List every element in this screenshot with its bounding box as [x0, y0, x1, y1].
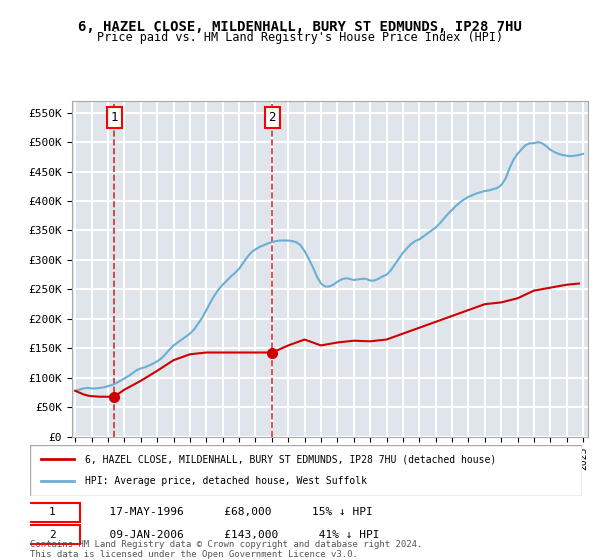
Text: 1: 1 [110, 111, 118, 124]
FancyBboxPatch shape [25, 525, 80, 544]
FancyBboxPatch shape [30, 445, 582, 496]
Text: 1: 1 [49, 507, 55, 517]
Text: 6, HAZEL CLOSE, MILDENHALL, BURY ST EDMUNDS, IP28 7HU (detached house): 6, HAZEL CLOSE, MILDENHALL, BURY ST EDMU… [85, 454, 496, 464]
Text: Contains HM Land Registry data © Crown copyright and database right 2024.
This d: Contains HM Land Registry data © Crown c… [30, 540, 422, 559]
Text: HPI: Average price, detached house, West Suffolk: HPI: Average price, detached house, West… [85, 477, 367, 487]
Text: 2: 2 [269, 111, 276, 124]
Text: Price paid vs. HM Land Registry's House Price Index (HPI): Price paid vs. HM Land Registry's House … [97, 31, 503, 44]
Text: 6, HAZEL CLOSE, MILDENHALL, BURY ST EDMUNDS, IP28 7HU: 6, HAZEL CLOSE, MILDENHALL, BURY ST EDMU… [78, 20, 522, 34]
FancyBboxPatch shape [25, 503, 80, 522]
Text: 09-JAN-2006      £143,000      41% ↓ HPI: 09-JAN-2006 £143,000 41% ↓ HPI [96, 530, 380, 540]
Text: 2: 2 [49, 530, 55, 540]
Text: 17-MAY-1996      £68,000      15% ↓ HPI: 17-MAY-1996 £68,000 15% ↓ HPI [96, 507, 373, 517]
